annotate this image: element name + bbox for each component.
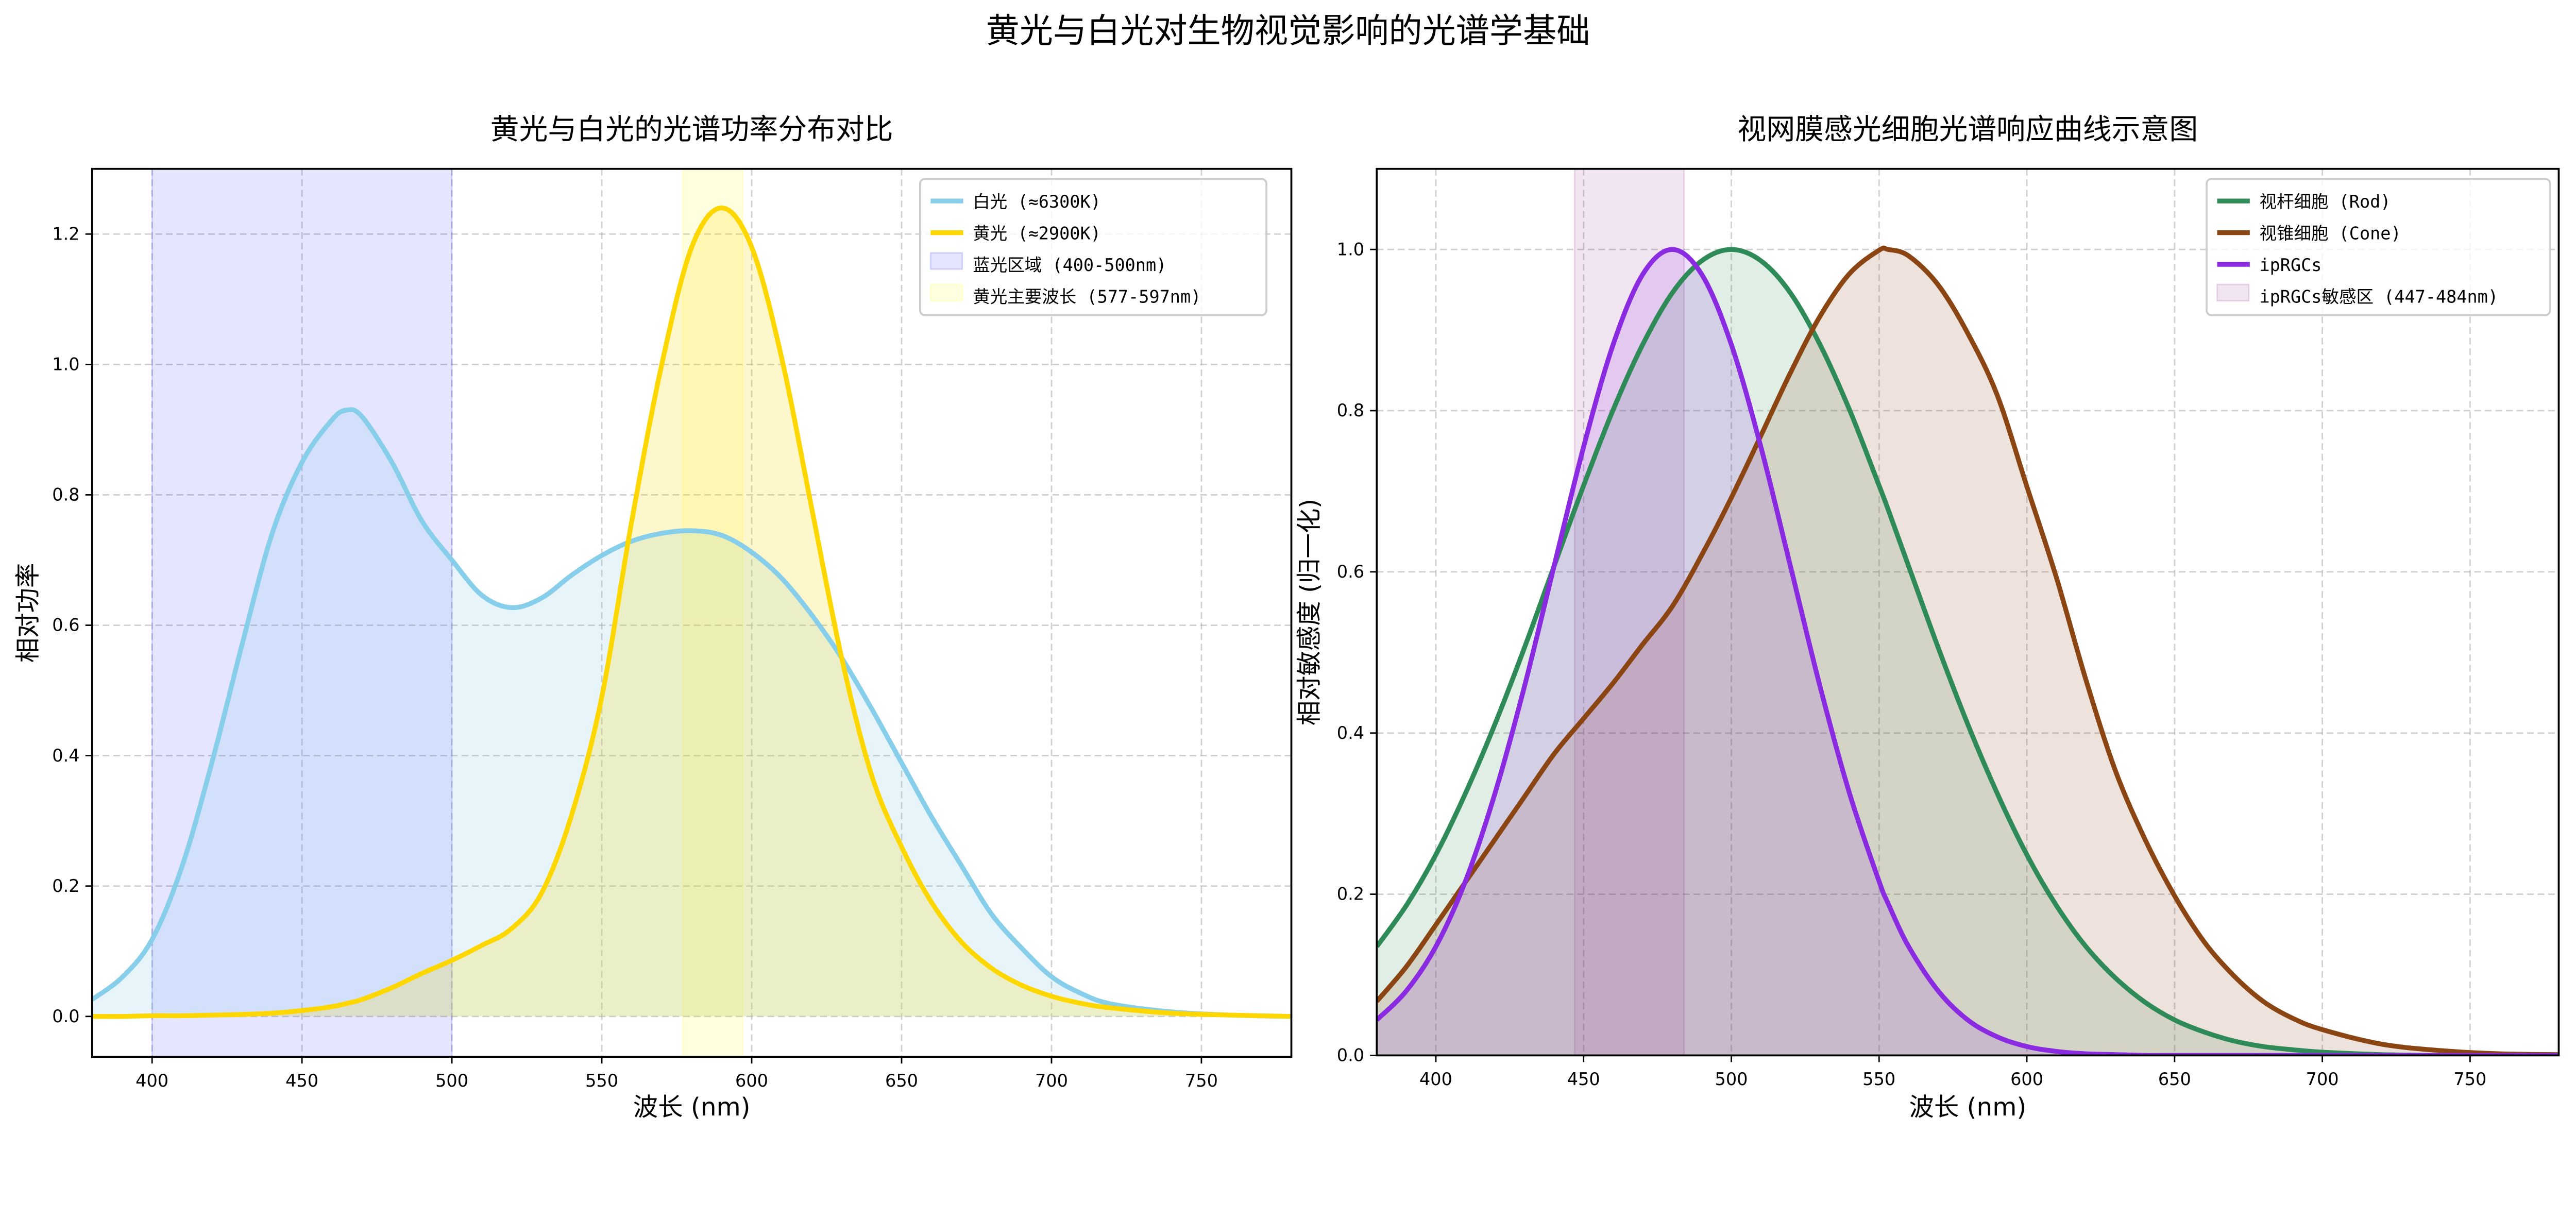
series-fill <box>92 208 1292 1017</box>
axes-frame <box>1376 167 2560 1057</box>
x-tick-label: 450 <box>1567 1069 1600 1089</box>
series-fill <box>1377 249 2559 1056</box>
right-chart-retina-response: 400 450 500 550 600 650 700 750 0.0 0.2 0.4 0.6 0.8 1… <box>1295 113 2560 1122</box>
x-axis-label: 波长 (nm) <box>633 1093 751 1122</box>
x-tick-label: 700 <box>2306 1069 2339 1089</box>
y-tick-label: 0.0 <box>1337 1045 1364 1065</box>
series-fill <box>1377 248 2559 1056</box>
x-tick-label: 450 <box>285 1071 318 1091</box>
y-tick-label: 0.4 <box>1337 723 1364 743</box>
legend-item: ipRGCs敏感区 (447-484nm) <box>2216 283 2498 307</box>
y-tick-label: 0.4 <box>52 746 79 766</box>
x-tick-label: 550 <box>585 1071 618 1091</box>
legend-item: 视锥细胞 (Cone) <box>2217 224 2401 244</box>
figure: 黄光与白光对生物视觉影响的光谱学基础 400 450 500 550 600 650 700… <box>14 12 2560 1122</box>
series-line <box>1377 247 2559 1056</box>
legend-item: 黄光 (≈2900K) <box>930 224 1101 244</box>
y-tick-label: 0.8 <box>52 485 79 505</box>
y-tick-label: 1.0 <box>1337 239 1364 259</box>
legend-patch-swatch <box>929 283 963 302</box>
x-tick-label: 750 <box>2453 1069 2486 1089</box>
x-tick-label: 500 <box>1715 1069 1748 1089</box>
highlight-span <box>682 168 743 1057</box>
x-tick-label: 550 <box>1862 1069 1895 1089</box>
left-chart-spectral-power: 400 450 500 550 600 650 700 750 0.0 0.2 0.4 0.6 0.8 1… <box>14 113 1293 1122</box>
legend-item: 白光 (≈6300K) <box>930 192 1101 212</box>
x-tick-label: 600 <box>735 1071 768 1091</box>
legend-label: 白光 (≈6300K) <box>973 192 1101 212</box>
legend-label: 黄光 (≈2900K) <box>973 224 1101 244</box>
plot-area <box>1377 168 2559 1056</box>
legend-item: 黄光主要波长 (577-597nm) <box>929 283 1201 307</box>
y-tick-label: 0.0 <box>52 1006 79 1026</box>
legend-item: 视杆细胞 (Rod) <box>2217 192 2391 212</box>
legend-label: ipRGCs敏感区 (447-484nm) <box>2259 287 2498 307</box>
series-fill <box>1377 249 2559 1056</box>
figure-suptitle: 黄光与白光对生物视觉影响的光谱学基础 <box>986 12 1590 50</box>
x-tick-label: 750 <box>1185 1071 1218 1091</box>
series-line <box>92 206 1292 1019</box>
legend-item: ipRGCs <box>2217 255 2321 275</box>
y-tick-label: 0.2 <box>1337 884 1364 904</box>
series-line <box>92 407 1292 1019</box>
legend-patch-swatch <box>929 252 963 270</box>
legend-frame <box>919 178 1267 316</box>
legend-label: 视锥细胞 (Cone) <box>2259 224 2401 244</box>
x-tick-label: 400 <box>1419 1069 1452 1089</box>
legend: 视杆细胞 (Rod) 视锥细胞 (Cone) ipRGCs ipRGCs敏感区 (44… <box>2206 178 2551 316</box>
series-line <box>1377 245 2559 1056</box>
x-tick-label: 650 <box>2158 1069 2191 1089</box>
legend-label: ipRGCs <box>2259 255 2321 275</box>
y-axis-label: 相对功率 <box>14 563 43 663</box>
chart-title: 黄光与白光的光谱功率分布对比 <box>490 113 893 146</box>
y-tick-label: 1.2 <box>52 224 79 244</box>
x-tick-label: 650 <box>885 1071 918 1091</box>
y-axis-label: 相对敏感度 (归一化) <box>1295 499 1324 725</box>
legend-label: 黄光主要波长 (577-597nm) <box>973 287 1201 307</box>
plot-area <box>92 168 1292 1057</box>
y-tick-label: 0.6 <box>1337 562 1364 582</box>
y-tick-label: 0.8 <box>1337 400 1364 420</box>
y-tick-label: 1.0 <box>52 354 79 375</box>
legend-item: 蓝光区域 (400-500nm) <box>929 252 1166 275</box>
x-axis-label: 波长 (nm) <box>1909 1093 2026 1122</box>
x-tick-label: 500 <box>435 1071 468 1091</box>
series-fill <box>92 410 1292 1017</box>
x-tick-label: 400 <box>135 1071 168 1091</box>
y-tick-label: 0.6 <box>52 615 79 635</box>
x-tick-label: 600 <box>2010 1069 2043 1089</box>
x-tick-label: 700 <box>1035 1071 1068 1091</box>
legend-label: 蓝光区域 (400-500nm) <box>973 255 1166 275</box>
legend: 白光 (≈6300K) 黄光 (≈2900K) 蓝光区域 (400-500nm) 黄光… <box>919 178 1267 316</box>
y-tick-label: 0.2 <box>52 876 79 896</box>
legend-patch-swatch <box>2216 283 2250 302</box>
legend-frame <box>2206 178 2551 316</box>
highlight-span <box>151 168 453 1057</box>
axes-frame <box>91 167 1293 1058</box>
legend-label: 视杆细胞 (Rod) <box>2259 192 2391 212</box>
chart-title: 视网膜感光细胞光谱响应曲线示意图 <box>1737 113 2198 146</box>
